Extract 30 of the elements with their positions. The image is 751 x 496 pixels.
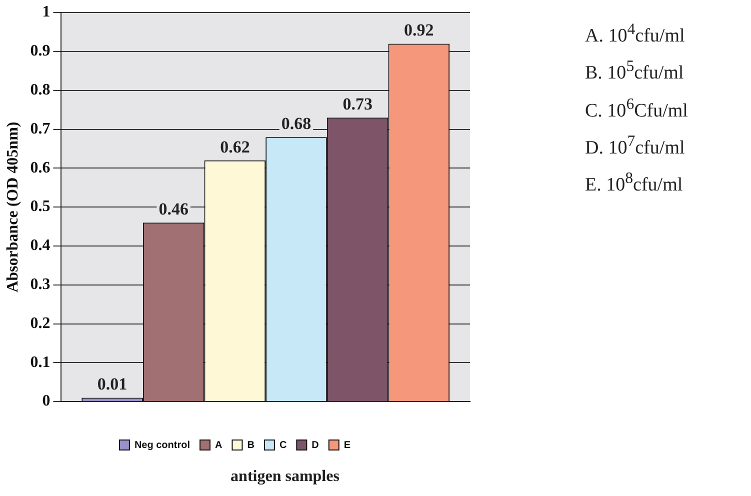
text: B. 10$^{5}$cfu/ml (585, 57, 685, 86)
y-tick-label: 0.4 (30, 237, 50, 254)
legend-label: Neg control (134, 440, 190, 451)
y-tick-label: 0.8 (30, 82, 50, 99)
y-tick-label: 1 (42, 4, 50, 21)
data-label: 0.92 (404, 20, 434, 40)
y-tick-label: 0.1 (30, 354, 50, 371)
data-label: 0.73 (342, 94, 372, 114)
text: C. 10$^{6}$Cfu/ml (585, 94, 688, 123)
data-label: 0.46 (158, 200, 188, 219)
data-label: 0.68 (281, 114, 312, 133)
y-tick-label: 0.9 (30, 42, 50, 60)
y-tick-label: 0 (42, 392, 50, 410)
y-tick-label: 0.2 (30, 314, 50, 332)
y-axis-title: Absorbance (OD 405nm) (4, 122, 22, 292)
data-label: 0.62 (220, 137, 250, 156)
legend-label: E (344, 440, 351, 451)
y-tick-label: 0.6 (30, 159, 50, 176)
y-tick-label: 0.7 (30, 120, 50, 138)
x-axis-title: antigen samples (230, 468, 340, 486)
legend-label: C (279, 440, 287, 451)
text: A. 10$^{4}$cfu/ml (585, 20, 686, 48)
text: D. 10$^{7}$cfu/ml (585, 132, 686, 160)
data-label: 0.01 (97, 374, 128, 394)
legend-label: B (247, 440, 254, 451)
y-tick-label: 0.3 (30, 276, 50, 294)
text: E. 10$^{8}$cfu/ml (585, 169, 684, 198)
y-tick-label: 0.5 (30, 198, 50, 216)
legend-label: D (312, 440, 319, 451)
legend-label: A (215, 440, 222, 451)
